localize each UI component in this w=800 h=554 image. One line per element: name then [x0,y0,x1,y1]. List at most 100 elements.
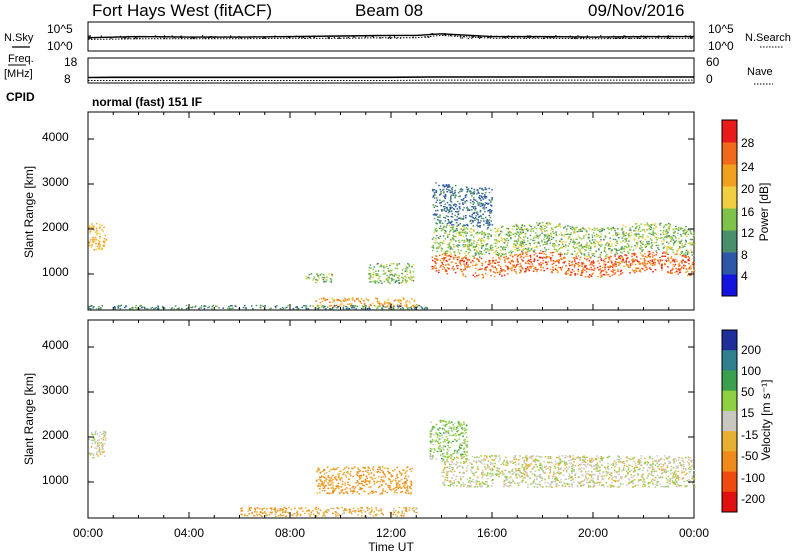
echo-cell [392,263,395,265]
echo-cell [499,230,502,232]
echo-cell [248,507,251,509]
echo-cell [342,492,345,494]
echo-cell [689,230,691,232]
echo-cell [328,479,330,481]
echo-cell [88,242,91,244]
noise-point [667,37,669,39]
echo-cell [318,468,320,471]
echo-cell [655,244,658,247]
echo-cell [680,464,682,466]
echo-cell [530,261,532,263]
echo-cell [459,223,462,225]
echo-cell [322,306,325,309]
echo-cell [102,244,104,246]
echo-cell [88,438,91,440]
echo-cell [343,492,345,495]
echo-cell [692,237,694,239]
echo-cell [510,237,512,239]
echo-cell [335,511,338,514]
echo-cell [435,432,438,435]
echo-cell [571,465,573,468]
noise-point [570,37,572,40]
echo-cell [442,242,444,245]
echo-cell [316,280,319,282]
echo-cell [468,249,471,251]
echo-cell [631,259,633,261]
echo-cell [652,234,655,236]
echo-cell [481,274,484,276]
echo-cell [581,247,583,249]
echo-cell [585,230,588,232]
echo-cell [470,190,472,193]
echo-cell [446,208,448,210]
echo-cell [585,246,587,248]
echo-cell [429,440,432,443]
echo-cell [282,508,284,511]
echo-cell [290,514,293,516]
echo-cell [655,484,657,486]
echo-cell [364,480,366,482]
echo-cell [666,247,668,250]
echo-cell [405,492,407,495]
echo-cell [324,511,326,513]
echo-cell [481,246,483,248]
echo-cell [609,250,612,252]
echo-cell [465,244,468,246]
noise-point [496,35,498,37]
echo-cell [305,307,307,309]
echo-cell [529,234,532,237]
echo-cell [465,255,467,257]
echo-cell [608,232,611,234]
echo-cell [404,275,406,278]
echo-cell [615,251,618,253]
echo-cell [670,238,673,241]
power-ytick-4000: 4000 [42,130,69,144]
echo-cell [358,493,361,495]
echo-cell [650,263,652,265]
power-cbar-tick-12: 12 [741,226,755,240]
noise-point [89,35,91,37]
echo-cell [623,250,625,252]
echo-cell [678,237,680,240]
echo-cell [322,305,324,307]
echo-cell [646,263,649,265]
noise-point [171,35,173,37]
echo-cell [581,271,583,273]
echo-cell [332,488,334,490]
freq-series [87,76,694,81]
echo-cell [573,250,576,252]
echo-cell [507,229,510,231]
echo-cell [533,239,536,242]
echo-cell [324,485,327,487]
echo-cell [92,307,94,309]
echo-cell [88,305,91,308]
echo-cell [577,465,580,467]
echo-cell [434,265,436,267]
echo-cell [480,257,483,260]
echo-cell [519,243,522,246]
echo-cell [592,262,595,264]
echo-cell [526,268,529,270]
echo-cell [361,482,363,485]
echo-cell [465,215,467,217]
echo-cell [685,261,688,263]
echo-cell [539,456,541,458]
echo-cell [589,458,591,460]
echo-cell [630,246,633,248]
echo-cell [448,186,451,188]
noise-point [645,36,647,38]
echo-cell [346,492,349,494]
echo-cell [374,491,376,493]
echo-cell [380,280,382,282]
echo-cell [481,233,483,235]
echo-cell [244,304,246,307]
echo-cell [480,459,483,461]
echo-cell [479,198,481,200]
echo-cell [512,480,515,483]
echo-cell [331,275,333,277]
echo-cell [463,447,465,449]
echo-cell [446,267,449,269]
echo-cell [587,252,590,254]
echo-cell [405,507,408,509]
echo-cell [401,473,403,475]
